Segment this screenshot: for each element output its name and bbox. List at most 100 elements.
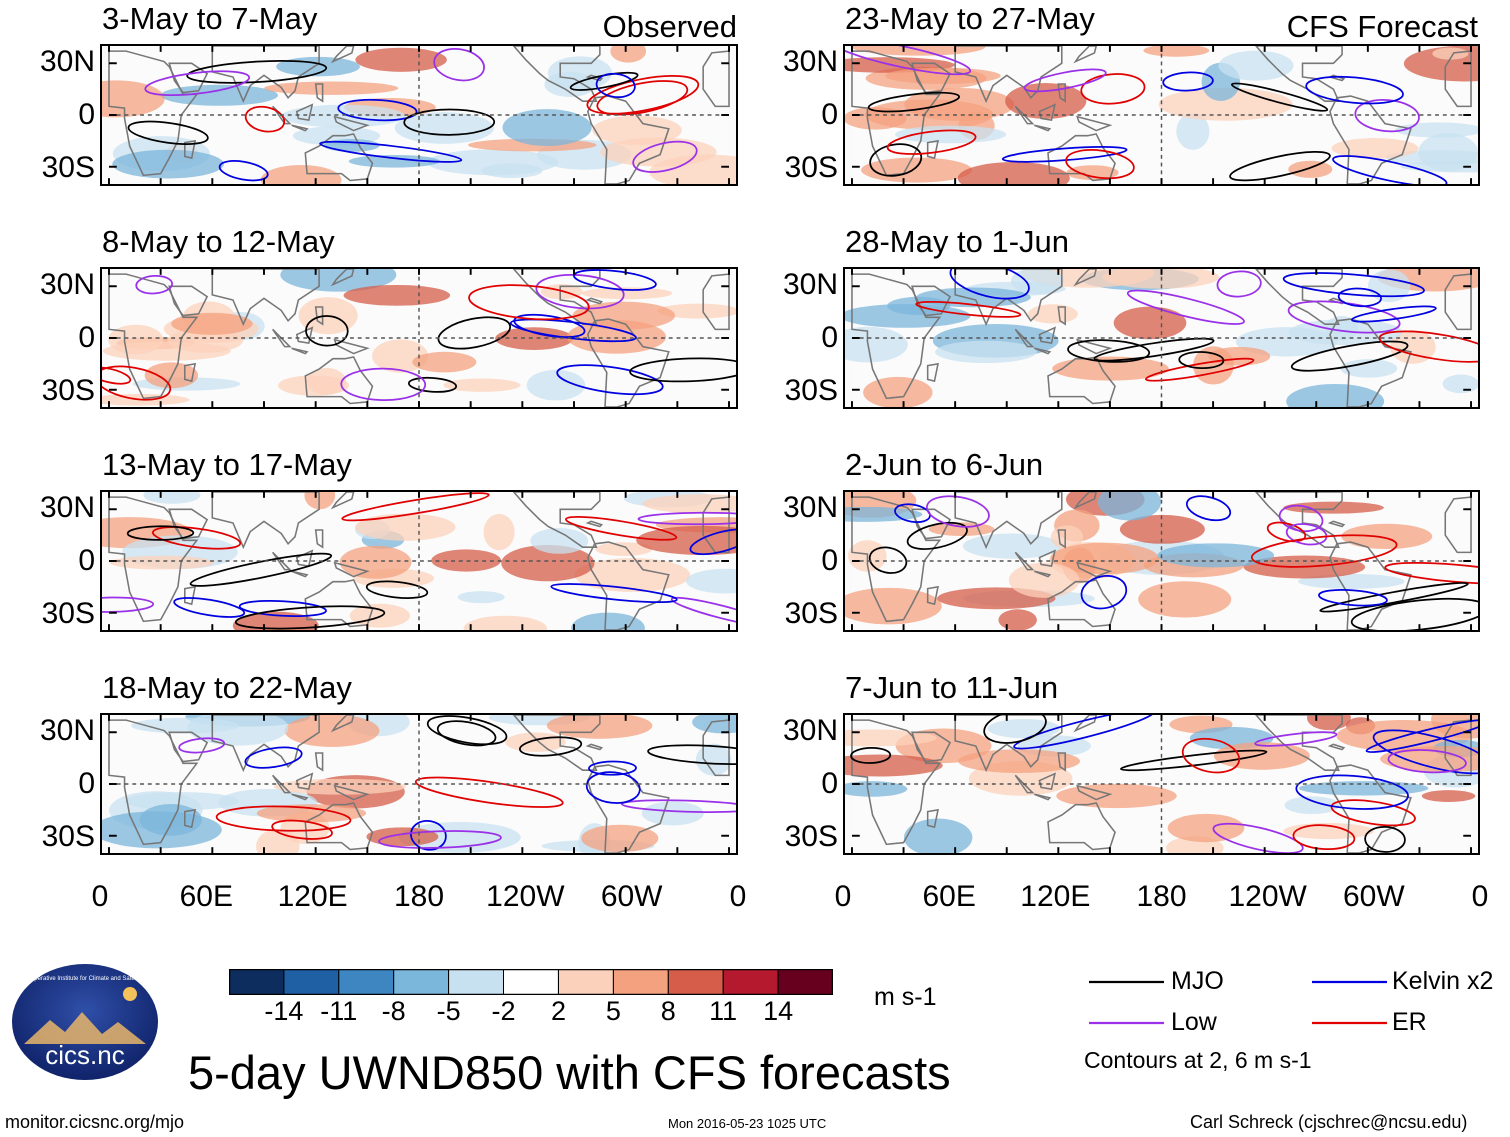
legend-label-mjo: MJO [1171,967,1224,995]
anomaly-patch [581,287,673,300]
coastline [291,793,309,801]
coastline [333,115,370,132]
panel-title-0-0: 3-May to 7-May [102,1,318,36]
colorbar-units: m s-1 [874,983,937,1011]
contour-line [186,60,328,84]
x-tick-label: 60E [179,880,234,913]
anomaly-patch [355,47,447,72]
contour-line [1318,589,1388,607]
x-tick-label: 120E [277,880,348,913]
contour-line [1145,357,1255,382]
contour-line [468,284,590,321]
contour-line [1372,729,1478,775]
contour-line [436,720,497,747]
coastline [512,46,601,102]
anomaly-patch [431,549,502,572]
contour-line [238,600,327,618]
coastline [1034,793,1052,801]
contour-line [1351,305,1437,323]
anomaly-patch [1331,138,1419,159]
y-tick-label: 0 [78,544,95,577]
footer-url[interactable]: monitor.cicsnc.org/mjo [5,1112,185,1132]
map-panel-1-3 [843,713,1480,855]
contour-line [894,503,931,523]
anomaly-patch [394,112,494,144]
y-tick-label: 30S [41,151,95,185]
anomaly-patch [398,821,521,853]
coastline [1057,752,1066,772]
x-tick-label: 120W [1228,880,1307,913]
anomaly-patch [463,615,547,630]
contour-line [513,313,586,339]
anomaly-patch [1167,813,1245,843]
contour-line [173,597,246,618]
contour-line [437,316,512,350]
coastline [1076,561,1113,578]
coastline [1057,83,1066,103]
y-tick-label: 0 [821,321,838,354]
contour-line [135,274,174,295]
contour-line [1295,774,1409,810]
coastline [184,362,197,383]
y-tick-label: 30S [41,374,95,408]
coastline [1327,743,1346,751]
colorbar-swatch [393,969,450,995]
anomaly-patch [505,732,566,752]
anomaly-patch [863,376,933,407]
contour-line [407,376,458,393]
anomaly-patch [574,558,691,592]
coastline [926,139,939,160]
y-tick-label: 30N [782,267,838,301]
anomaly-patch [1143,46,1210,57]
y-tick-label: 0 [78,98,95,131]
anomaly-patch [281,104,406,128]
coastline [512,715,601,771]
contour-line [1378,330,1478,363]
contour-line [565,516,678,541]
anomaly-patch [1052,356,1169,381]
panel-title-0-3: 18-May to 22-May [102,670,352,705]
footer-author: Carl Schreck (cjschrec@ncsu.edu) [1190,1112,1468,1132]
contour-note: Contours at 2, 6 m s-1 [1084,1047,1312,1073]
contour-line [1229,150,1331,182]
anomaly-patch [1380,746,1478,772]
anomaly-patch [695,743,732,776]
legend-label-kelvin: Kelvin x2 [1392,967,1494,995]
colorbar-tick-label: 2 [550,996,567,1026]
coastline [314,529,324,549]
contour-line [410,820,447,851]
contour-line [319,140,463,163]
x-tick-label: 60E [922,880,976,913]
coastline [926,585,939,606]
anomaly-patch [1028,304,1078,324]
contour-line [127,120,209,145]
anomaly-patch [1066,165,1119,181]
x-tick-label: 120E [1020,880,1091,913]
map-panel-1-2 [843,490,1480,632]
anomaly-patch [412,351,477,373]
anomaly-patch [845,729,937,747]
contour-line [1290,340,1409,372]
anomaly-patch [1340,359,1398,378]
anomaly-patch [143,492,201,504]
colorbar-tick-label: 14 [763,996,794,1026]
coastline [585,297,604,305]
coastline [314,83,324,103]
anomaly-patch [641,801,704,826]
y-tick-label: 0 [78,321,95,354]
anomaly-patch [935,340,1037,364]
contour-line [550,583,678,604]
anomaly-patch [610,46,647,63]
coastline [333,338,370,355]
contour-line [102,366,132,385]
colorbar-tick-label: -14 [264,996,304,1026]
coastline [1047,579,1116,628]
anomaly-patch [355,513,456,541]
coastline [851,496,942,623]
anomaly-patch [1157,543,1275,568]
coastline [314,752,324,772]
anomaly-patch [851,46,986,56]
contour-line [1212,822,1304,853]
contour-line [151,526,242,550]
anomaly-patch [256,804,367,823]
